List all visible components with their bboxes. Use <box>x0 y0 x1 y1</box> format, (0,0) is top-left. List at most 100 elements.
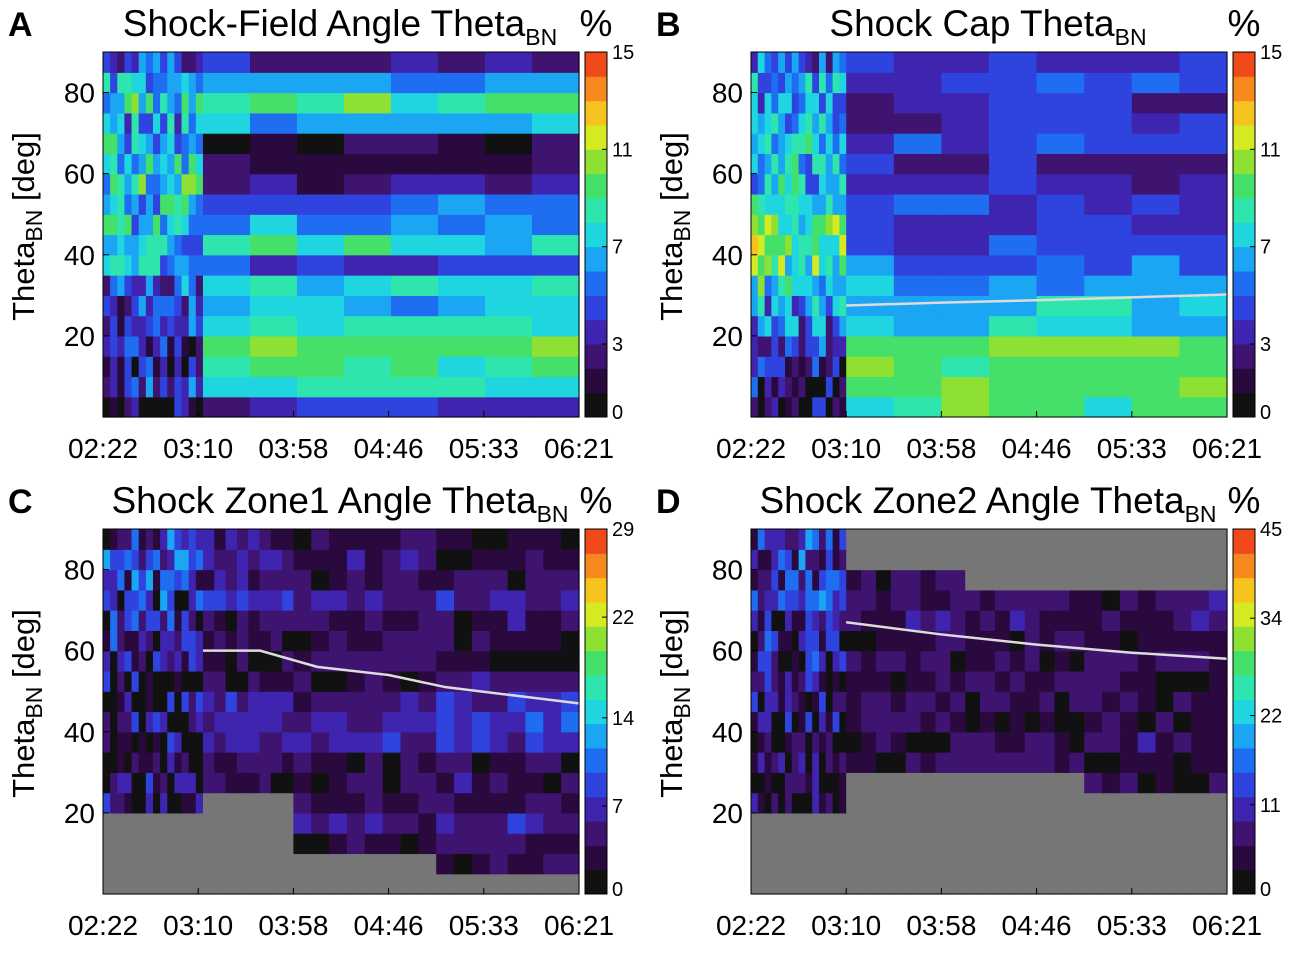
heatmap-cell <box>805 193 813 215</box>
heatmap-cell <box>785 772 793 794</box>
heatmap-cell <box>805 315 813 337</box>
heatmap-cell <box>202 529 215 550</box>
colorbar-segment <box>1233 626 1255 652</box>
heatmap-cell <box>893 92 942 114</box>
heatmap-cell <box>1084 833 1103 855</box>
heatmap-cell <box>418 752 437 773</box>
heatmap-cell <box>152 731 161 753</box>
heatmap-cell <box>751 254 759 276</box>
heatmap-cell <box>236 711 249 733</box>
heatmap-cell <box>259 691 272 713</box>
heatmap-cell <box>390 112 439 134</box>
heatmap-cell <box>825 752 834 773</box>
heatmap-cell <box>1102 772 1121 794</box>
heatmap-cell <box>181 853 190 875</box>
heatmap-cell <box>454 691 473 713</box>
heatmap-cell <box>103 650 111 672</box>
heatmap-cell <box>145 315 154 337</box>
heatmap-cell <box>293 650 312 672</box>
heatmap-cell <box>484 72 533 94</box>
heatmap-cell <box>124 234 133 256</box>
heatmap-cell <box>248 833 261 855</box>
heatmap-cell <box>757 72 766 94</box>
heatmap-cell <box>454 630 473 652</box>
heatmap-cell <box>751 335 759 357</box>
heatmap-cell <box>507 529 527 550</box>
heatmap-cell <box>152 153 161 175</box>
heatmap-cell <box>1036 275 1085 296</box>
heatmap-cell <box>1084 92 1133 114</box>
heatmap-cell <box>131 254 140 276</box>
heatmap-cell <box>103 92 111 114</box>
heatmap-cell <box>471 711 491 733</box>
colorbar-unit-label: % <box>1228 480 1261 521</box>
heatmap-cell <box>1054 650 1070 672</box>
heatmap-cell <box>785 295 793 317</box>
heatmap-cell <box>757 650 766 672</box>
y-axis-label-units: [deg] <box>654 132 689 210</box>
heatmap-cell <box>124 569 133 591</box>
heatmap-cell <box>282 589 294 611</box>
heatmap-cell <box>1084 589 1103 611</box>
heatmap-cell <box>1039 691 1056 713</box>
heatmap-cell <box>202 52 251 73</box>
heatmap-cell <box>436 752 455 773</box>
heatmap-cell <box>764 92 772 114</box>
heatmap-cell <box>890 529 907 550</box>
heatmap-cell <box>1173 833 1192 855</box>
heatmap-cell <box>890 731 907 753</box>
heatmap-cell <box>188 234 197 256</box>
heatmap-cell <box>839 569 847 591</box>
heatmap-cell <box>293 630 312 652</box>
median-angle-trace <box>846 621 1228 661</box>
heatmap-cell <box>202 691 215 713</box>
heatmap-cell <box>195 711 204 733</box>
heatmap-cell <box>1155 691 1175 713</box>
heatmap-cell <box>364 833 384 855</box>
heatmap-cell <box>195 356 204 378</box>
heatmap-cell <box>757 112 766 134</box>
heatmap-cell <box>825 254 834 276</box>
heatmap-cell <box>994 792 1011 814</box>
heatmap-cell <box>941 315 990 337</box>
heatmap-cell <box>785 691 793 713</box>
heatmap-cell <box>846 833 862 855</box>
heatmap-cell <box>812 529 820 550</box>
heatmap-cell <box>805 112 813 134</box>
heatmap-cell <box>138 569 147 591</box>
heatmap-cell <box>152 52 161 73</box>
heatmap-cell <box>1209 772 1228 794</box>
heatmap-cell <box>1084 772 1103 794</box>
heatmap-cell <box>110 569 118 591</box>
heatmap-cell <box>764 711 772 733</box>
heatmap-cell <box>124 173 133 195</box>
heatmap-cell <box>861 752 877 773</box>
heatmap-cell <box>103 275 111 296</box>
colorbar-tick-label: 0 <box>1260 402 1271 424</box>
heatmap-cell <box>751 52 759 73</box>
heatmap-cell <box>1024 772 1041 794</box>
heatmap-cell <box>270 610 283 631</box>
heatmap-cell <box>1191 772 1210 794</box>
heatmap-cell <box>152 873 161 895</box>
heatmap-cell <box>1024 812 1041 834</box>
heatmap-cell <box>785 356 793 378</box>
panel-a: A Shock-Field Angle ThetaBN% ThetaBN [deg]… <box>0 0 648 476</box>
heatmap-cell <box>875 529 892 550</box>
heatmap-cell <box>382 569 402 591</box>
heatmap-cell <box>507 873 527 895</box>
heatmap-cell <box>152 356 161 378</box>
heatmap-cell <box>195 52 204 73</box>
heatmap-cell <box>174 630 183 652</box>
heatmap-cell <box>138 630 147 652</box>
heatmap-cell <box>791 569 800 591</box>
heatmap-cell <box>131 315 140 337</box>
heatmap-cell <box>471 731 491 753</box>
heatmap-cell <box>103 731 111 753</box>
heatmap-cell <box>893 133 942 154</box>
heatmap-cell <box>110 396 118 418</box>
heatmap-cell <box>1131 72 1180 94</box>
heatmap-cell <box>1084 72 1133 94</box>
heatmap-cell <box>1131 52 1180 73</box>
heatmap-cell <box>152 92 161 114</box>
